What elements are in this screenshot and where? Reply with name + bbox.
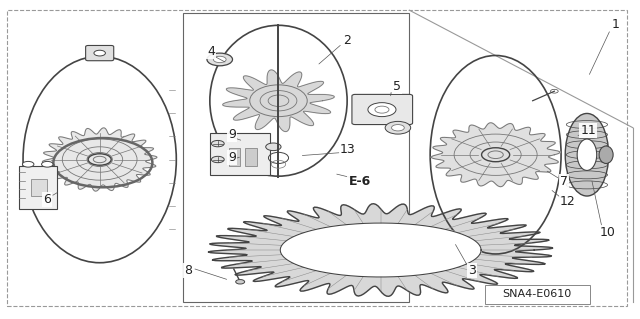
Text: 10: 10	[600, 226, 615, 239]
Text: 1: 1	[612, 18, 620, 31]
Text: 3: 3	[468, 264, 476, 277]
Text: 9: 9	[228, 152, 236, 164]
Polygon shape	[223, 70, 334, 132]
Circle shape	[385, 122, 411, 134]
Bar	[484, 285, 590, 304]
Circle shape	[213, 56, 226, 63]
Circle shape	[392, 124, 404, 131]
Text: 7: 7	[560, 175, 568, 188]
Text: 4: 4	[207, 45, 216, 58]
Text: E-6: E-6	[348, 174, 371, 188]
Polygon shape	[42, 128, 157, 191]
Ellipse shape	[565, 114, 609, 196]
Text: 13: 13	[340, 144, 355, 157]
Text: 9: 9	[228, 128, 236, 141]
Bar	[31, 179, 47, 196]
Bar	[182, 13, 410, 302]
Polygon shape	[431, 123, 560, 187]
Text: 8: 8	[184, 264, 192, 277]
Text: 5: 5	[392, 80, 401, 93]
Bar	[228, 148, 240, 166]
Ellipse shape	[599, 146, 613, 163]
Circle shape	[94, 50, 106, 56]
Text: SNA4-E0610: SNA4-E0610	[502, 289, 572, 300]
Circle shape	[236, 279, 244, 284]
Polygon shape	[209, 204, 552, 296]
Text: 11: 11	[580, 124, 596, 137]
Ellipse shape	[577, 139, 596, 170]
Text: 6: 6	[43, 193, 51, 206]
Circle shape	[22, 161, 34, 167]
FancyBboxPatch shape	[86, 46, 114, 61]
Circle shape	[42, 161, 53, 167]
Circle shape	[211, 140, 224, 147]
Bar	[209, 132, 270, 175]
Text: 12: 12	[560, 195, 575, 208]
Circle shape	[266, 143, 281, 151]
Bar	[245, 148, 257, 166]
Bar	[19, 166, 57, 209]
Circle shape	[207, 53, 232, 66]
Circle shape	[368, 103, 396, 117]
Circle shape	[211, 156, 224, 163]
Polygon shape	[280, 223, 481, 277]
Text: 2: 2	[344, 34, 351, 47]
FancyBboxPatch shape	[352, 94, 413, 124]
